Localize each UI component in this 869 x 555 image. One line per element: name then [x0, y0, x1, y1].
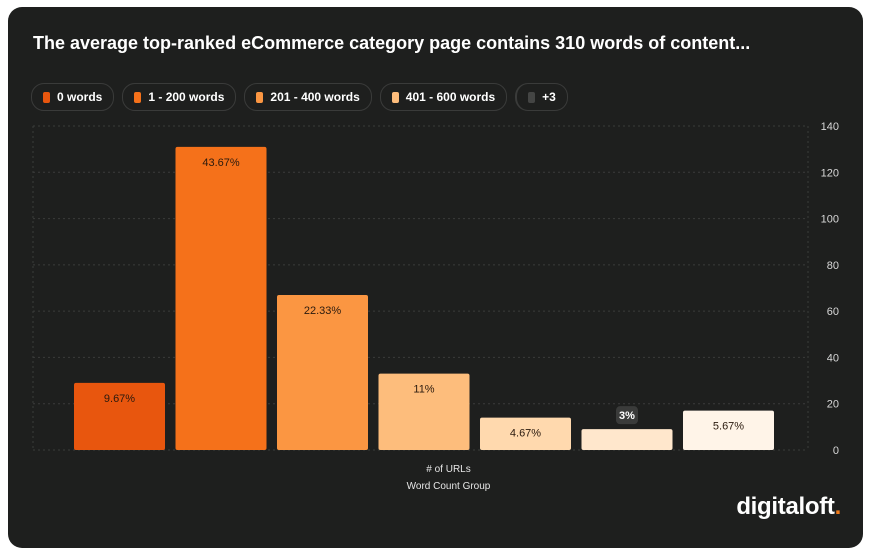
legend-swatch-201-400-words [256, 91, 264, 103]
legend: 0 words 1 - 200 words 201 - 400 words 40… [31, 83, 568, 111]
legend-label: 401 - 600 words [405, 90, 496, 104]
y-tick-label: 100 [821, 214, 839, 226]
legend-item-1-200-words[interactable]: 1 - 200 words [122, 83, 237, 111]
legend-swatch-0-words [43, 91, 50, 103]
data-label: 4.67% [510, 428, 541, 440]
legend-swatch-1-200-words [134, 91, 142, 103]
brand-logo: digitaloft. [736, 493, 841, 520]
data-label: 43.67% [202, 157, 240, 169]
y-axis-title: # of URLs [426, 464, 470, 475]
chart-title: The average top-ranked eCommerce categor… [33, 33, 751, 53]
legend-item-0-words[interactable]: 0 words [31, 83, 115, 111]
data-label: 5.67% [713, 421, 744, 433]
bar-chart: 0 20 40 60 80 100 120 140 9.67% 43.67% 22.33% 11% 4.… [32, 121, 839, 492]
y-tick-label: 40 [827, 352, 839, 364]
data-label: 11% [413, 384, 434, 396]
data-label: 9.67% [104, 393, 135, 405]
data-label-badge [616, 406, 638, 425]
legend-item-401-600-words[interactable]: 401 - 600 words [379, 83, 508, 111]
chart-card: The average top-ranked eCommerce categor… [8, 7, 863, 548]
legend-more-button[interactable]: +3 [515, 83, 568, 111]
legend-swatch-401-600-words [391, 91, 399, 103]
data-label: 3% [619, 410, 635, 422]
bar [378, 373, 470, 450]
legend-swatch-more [528, 91, 536, 103]
data-label: 22.33% [304, 305, 342, 317]
legend-item-201-400-words[interactable]: 201 - 400 words [244, 83, 372, 111]
legend-label: 201 - 400 words [270, 90, 360, 104]
legend-label: 0 words [57, 90, 103, 104]
bar [683, 410, 774, 450]
y-tick-label: 60 [827, 306, 839, 318]
y-tick-label: 120 [821, 167, 839, 179]
bar [277, 294, 368, 450]
y-tick-label: 80 [827, 260, 839, 272]
bar [581, 429, 673, 450]
y-tick-label: 0 [833, 445, 839, 457]
legend-label: 1 - 200 words [148, 90, 225, 104]
legend-label: +3 [542, 90, 556, 104]
bar [175, 146, 267, 451]
x-axis-title: Word Count Group [407, 481, 491, 492]
bar [74, 382, 165, 450]
bar [480, 417, 571, 450]
y-tick-label: 20 [827, 399, 839, 411]
y-tick-label: 140 [821, 121, 839, 133]
